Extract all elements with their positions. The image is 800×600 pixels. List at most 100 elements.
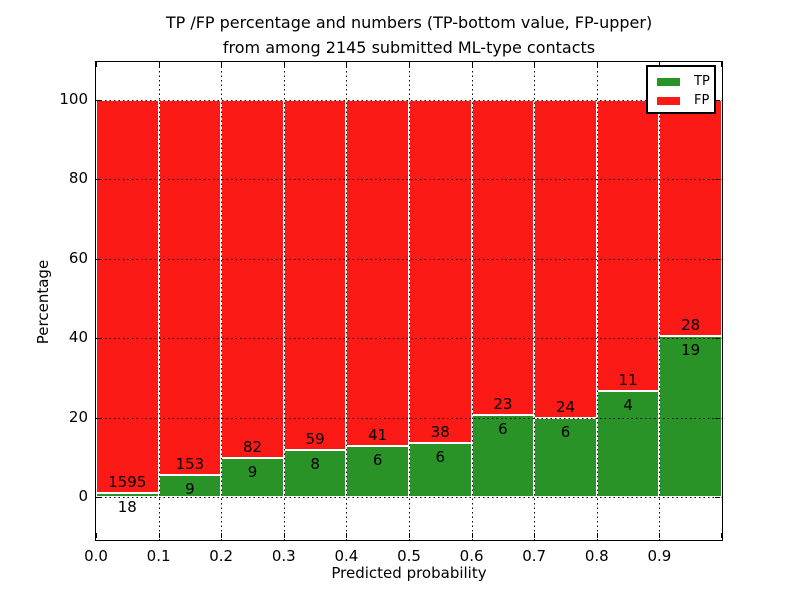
x-tick-mark (283, 533, 285, 538)
tp-count-label: 4 (623, 396, 633, 415)
fp-count-label: 23 (493, 394, 513, 413)
x-tick-mark (471, 533, 473, 538)
x-tick-mark-top (471, 62, 473, 67)
fp-count-label: 1595 (108, 472, 147, 491)
y-tick-label: 20 (68, 407, 88, 426)
x-axis-label: Predicted probability (331, 564, 487, 582)
bar-segment-fp (283, 100, 347, 450)
vertical-gridline (534, 62, 536, 540)
x-tick-label: 0.6 (459, 547, 484, 565)
fp-count-label: 28 (681, 316, 701, 335)
chart-title-line2: from among 2145 submitted ML-type contac… (222, 38, 596, 57)
bar-segment-tp (596, 391, 660, 497)
bar-segment-fp (596, 100, 660, 392)
legend-entry: FP (657, 91, 714, 110)
x-tick-mark (534, 533, 536, 538)
vertical-gridline (471, 62, 473, 540)
tp-count-label: 9 (185, 479, 195, 498)
legend-entry: TP (657, 72, 714, 91)
x-tick-mark-top (596, 62, 598, 67)
x-tick-mark-top (96, 62, 97, 67)
bar-segment-tp (346, 446, 409, 497)
x-tick-label: 0.8 (584, 547, 609, 565)
bar-segment-fp (659, 100, 722, 337)
chart-title-line1: TP /FP percentage and numbers (TP-bottom… (165, 13, 653, 32)
y-tick-label: 0 (78, 487, 88, 505)
x-tick-mark-top (221, 62, 223, 67)
vertical-gridline (596, 62, 598, 540)
x-tick-mark (96, 533, 97, 538)
legend-entry-label: FP (694, 93, 710, 108)
x-tick-mark (346, 533, 348, 538)
y-tick-label: 100 (59, 90, 88, 108)
y-tick-label: 80 (68, 169, 88, 188)
tp-count-label: 6 (435, 447, 446, 466)
y-tick-mark-right (715, 179, 720, 181)
legend-entry-label: TP (694, 74, 710, 89)
vertical-gridline (221, 62, 223, 540)
x-tick-label: 0.4 (334, 547, 359, 565)
fp-count-label: 153 (175, 454, 205, 473)
y-tick-mark (96, 258, 101, 260)
x-tick-label: 0.2 (209, 547, 234, 565)
bar-segment-tp (409, 442, 472, 497)
tp-count-label: 6 (498, 419, 508, 438)
bar-segment-fp (221, 100, 284, 458)
y-tick-mark (96, 338, 101, 340)
x-tick-mark-top (659, 62, 661, 67)
y-tick-mark-right (715, 417, 720, 419)
vertical-gridline (283, 62, 285, 540)
bar-segment-fp (471, 100, 535, 415)
legend: TP FP (646, 65, 716, 114)
bar-segment-fp (409, 100, 472, 443)
bar-segment-fp (96, 100, 159, 493)
tp-count-label: 19 (681, 341, 701, 360)
y-tick-label: 40 (68, 328, 88, 347)
chart-title: TP /FP percentage and numbers (TP-bottom… (96, 10, 722, 60)
x-tick-mark-top (534, 62, 536, 67)
y-tick-label: 60 (68, 248, 88, 267)
x-tick-label: 0.1 (146, 547, 171, 565)
y-axis-label: Percentage (34, 259, 52, 345)
fp-count-label: 24 (555, 397, 576, 416)
tp-swatch (657, 77, 680, 86)
tp-count-label: 18 (117, 497, 137, 516)
bar-segment-tp (471, 414, 535, 497)
x-tick-label: 0.0 (84, 547, 108, 565)
fp-count-label: 82 (242, 437, 263, 456)
x-tick-mark-top (721, 62, 722, 67)
fp-swatch (657, 96, 680, 105)
tp-count-label: 6 (560, 422, 571, 441)
fp-count-label: 38 (430, 422, 450, 441)
x-tick-mark (721, 533, 722, 538)
x-tick-mark-top (409, 62, 410, 67)
bar-segment-fp (346, 100, 409, 447)
y-tick-mark (96, 100, 101, 101)
y-tick-mark (96, 417, 101, 419)
y-tick-mark-right (715, 258, 720, 260)
tp-count-label: 8 (310, 454, 320, 473)
y-tick-mark-right (715, 497, 720, 498)
x-tick-label: 0.5 (397, 547, 421, 565)
tp-count-label: 6 (372, 451, 383, 470)
x-tick-label: 0.3 (271, 547, 296, 565)
x-tick-mark (158, 533, 160, 538)
bar-segment-tp (96, 492, 159, 497)
x-tick-mark (409, 533, 410, 538)
vertical-gridline (659, 62, 661, 540)
x-tick-mark (596, 533, 598, 538)
plot-area: 1595 18 153 9 82 9 59 8 41 6 38 6 23 6 24 6 11 4 28 19 TP FP (95, 61, 723, 541)
y-tick-mark (96, 497, 101, 498)
x-tick-mark (659, 533, 661, 538)
vertical-gridline (409, 62, 410, 540)
bar-segment-fp (158, 100, 222, 475)
bar-segment-tp (659, 336, 722, 497)
x-tick-label: 0.9 (647, 547, 672, 565)
tp-count-label: 9 (247, 462, 258, 481)
fp-count-label: 41 (368, 426, 388, 445)
vertical-gridline (158, 62, 160, 540)
vertical-gridline (346, 62, 348, 540)
fp-count-label: 11 (618, 371, 638, 390)
x-tick-mark-top (158, 62, 160, 67)
